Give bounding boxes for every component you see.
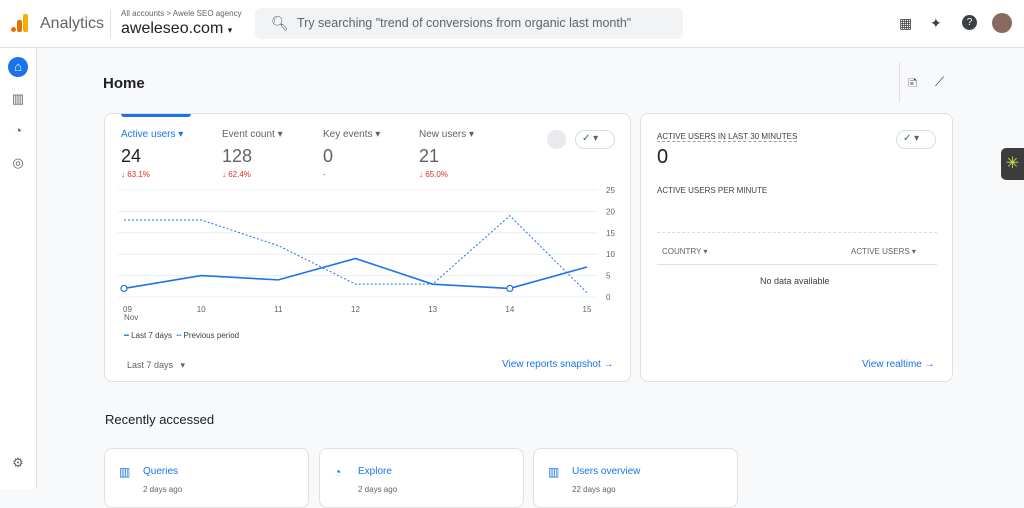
property-selector[interactable]: aweleseo.com ▾	[121, 20, 232, 38]
insights-icon[interactable]: ⟋	[935, 74, 945, 89]
comparison-status-button[interactable]: ✓ ▾	[896, 130, 936, 149]
y-tick-label: 20	[606, 207, 615, 216]
metric-tab-new-users[interactable]: New users ▾	[419, 129, 475, 140]
brand-name: Analytics	[40, 15, 105, 32]
country-column-header[interactable]: COUNTRY ▾	[662, 247, 708, 256]
x-tick-label: 15	[583, 305, 592, 314]
recent-item[interactable]: ▥ Users overview 22 days ago	[533, 448, 738, 508]
breadcrumb[interactable]: All accounts > Awele SEO agency	[121, 9, 242, 18]
recent-item-name: Queries	[143, 466, 179, 477]
recent-item[interactable]: ▥ Queries 2 days ago	[104, 448, 309, 508]
insights-avatar-icon[interactable]	[547, 130, 566, 149]
reports-icon[interactable]: ▥	[11, 91, 25, 106]
series-previous-period	[124, 214, 588, 294]
divider	[899, 62, 900, 102]
explore-icon: ◔	[334, 465, 342, 479]
recent-item-name: Explore	[358, 466, 392, 477]
y-tick-label: 5	[606, 272, 611, 281]
section-title: Recently accessed	[105, 412, 215, 427]
realtime-value: 0	[657, 146, 669, 168]
metric-value: 0	[323, 146, 334, 166]
metric-change: ↓ 63.1%	[121, 170, 150, 179]
per-minute-bars	[657, 232, 937, 233]
divider	[110, 10, 111, 38]
search-icon: 🔍︎	[271, 15, 289, 31]
explore-icon[interactable]: ◔	[14, 123, 22, 138]
x-tick-label: 13	[428, 305, 437, 314]
metric-change: ↓ 62.4%	[222, 170, 251, 179]
x-tick-label: 11	[274, 305, 283, 314]
x-tick-label: 12	[351, 305, 360, 314]
y-tick-label: 15	[606, 229, 615, 238]
home-icon[interactable]: ⌂	[8, 57, 28, 77]
metric-change: ↓ 65.0%	[419, 170, 448, 179]
extension-asterisk-icon[interactable]: ✳	[1001, 148, 1024, 180]
y-tick-label: 25	[606, 186, 615, 195]
recent-item-time: 2 days ago	[143, 485, 183, 494]
apps-grid-icon[interactable]: ▦	[899, 15, 913, 31]
property-name: aweleseo.com	[121, 20, 224, 37]
legend-dashed-icon: ┅	[176, 331, 182, 340]
x-tick-label: 14	[505, 305, 514, 314]
recent-item[interactable]: ◔ Explore 2 days ago	[319, 448, 524, 508]
reports-icon: ▥	[548, 465, 560, 479]
realtime-title: ACTIVE USERS IN LAST 30 MINUTES	[657, 132, 798, 142]
metric-tab-active-users[interactable]: Active users ▾	[121, 129, 184, 140]
settings-gear-icon[interactable]: ⚙	[12, 455, 24, 470]
overview-card	[104, 113, 631, 382]
sparkle-icon[interactable]: ✦	[930, 15, 942, 31]
metric-change: -	[323, 170, 326, 179]
legend-label: Previous period	[183, 331, 240, 340]
chevron-down-icon: ▾	[227, 25, 233, 35]
reports-icon: ▥	[119, 465, 131, 479]
legend-label: Last 7 days	[131, 331, 172, 340]
top-bar: Analytics All accounts > Awele SEO agenc…	[0, 0, 1024, 48]
realtime-card	[640, 113, 953, 382]
metric-value: 21	[419, 146, 440, 166]
data-point	[506, 284, 514, 293]
metric-tab-key-events[interactable]: Key events ▾	[323, 129, 381, 140]
legend-solid-icon: ━	[124, 331, 129, 340]
help-icon[interactable]: ?	[962, 15, 977, 30]
metric-value: 128	[222, 146, 253, 166]
metric-value: 24	[121, 146, 142, 166]
metric-tab-event-count[interactable]: Event count ▾	[222, 129, 283, 140]
recent-item-time: 2 days ago	[358, 485, 398, 494]
y-tick-label: 0	[606, 293, 611, 302]
empty-state: No data available	[760, 276, 830, 286]
line-chart: 0 5 10 15 20 25 09 10 11 12 13 14 15	[118, 186, 615, 314]
recent-item-name: Users overview	[572, 466, 641, 477]
x-tick-label: 09	[123, 305, 132, 314]
recent-item-time: 22 days ago	[572, 485, 616, 494]
x-sub-label: Nov	[124, 313, 139, 322]
comparison-status-button[interactable]: ✓ ▾	[575, 130, 615, 149]
sidebar: ⌂ ▥ ◔ ◎ ⚙	[0, 48, 37, 489]
analytics-logo-icon	[11, 14, 28, 32]
x-tick-label: 10	[197, 305, 206, 314]
realtime-subtitle: ACTIVE USERS PER MINUTE	[657, 186, 768, 195]
active-users-column-header[interactable]: ACTIVE USERS ▾	[851, 247, 916, 256]
note-icon[interactable]: 🗈	[908, 75, 918, 90]
date-range-selector[interactable]: Last 7 days ▾	[127, 360, 186, 370]
view-realtime-link[interactable]: View realtime →	[862, 359, 935, 370]
page-title: Home	[103, 75, 145, 92]
avatar[interactable]	[992, 13, 1012, 33]
search-input[interactable]: 🔍︎ Try searching "trend of conversions fr…	[255, 8, 683, 39]
chart-legend: ━ Last 7 days ┅ Previous period	[124, 331, 239, 340]
view-reports-snapshot-link[interactable]: View reports snapshot →	[502, 359, 614, 370]
search-placeholder: Try searching "trend of conversions from…	[297, 16, 632, 30]
divider	[657, 264, 937, 265]
selected-indicator	[121, 114, 191, 117]
y-tick-label: 10	[606, 250, 615, 259]
advertising-icon[interactable]: ◎	[12, 155, 24, 170]
data-point	[120, 284, 128, 293]
